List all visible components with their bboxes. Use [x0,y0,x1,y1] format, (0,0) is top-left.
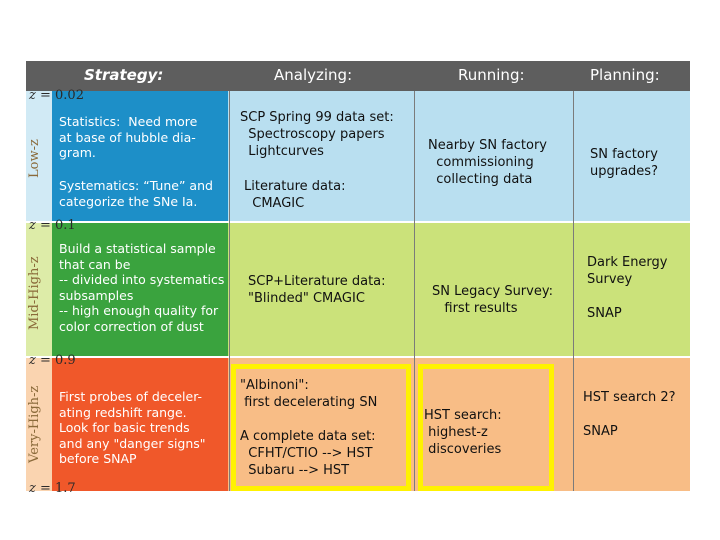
running-highlight-box [418,364,554,491]
low-z-analyzing-scp: SCP Spring 99 data set: Spectroscopy pap… [240,110,394,159]
mid-high-z-strategy-cell [52,222,228,357]
mid-high-z-planning-snap: SNAP [587,306,622,321]
z-label-0-02: z = 0.02 [29,88,84,103]
header-bar [26,61,690,91]
very-high-z-planning-snap: SNAP [583,424,618,439]
very-high-z-planning-hst: HST search 2? [583,390,676,405]
header-running: Running: [458,66,525,84]
header-strategy: Strategy: [84,66,164,84]
very-high-z-side-label: Very-High-z [27,385,42,463]
low-z-planning: SN factory upgrades? [590,147,658,179]
row-separator [26,221,690,223]
very-high-z-analyzing-albinoni: "Albinoni": first decelerating SN [240,378,378,410]
mid-high-z-analyzing: SCP+Literature data: "Blinded" CMAGIC [248,274,386,306]
row-separator [26,356,690,358]
z-label-strip [26,91,52,491]
very-high-z-strategy: First probes of deceler- ating redshift … [59,389,206,467]
mid-high-z-running: SN Legacy Survey: first results [432,284,553,316]
very-high-z-strategy-cell [52,357,228,491]
low-z-strategy-systematics: Systematics: “Tune” and categorize the S… [59,178,213,209]
low-z-running: Nearby SN factory commissioning collecti… [428,138,547,187]
header-analyzing: Analyzing: [274,66,353,84]
z-label-0-9: z = 0.9 [29,353,76,368]
low-z-strategy-statistics: Statistics: Need more at base of hubble … [59,114,198,161]
analyzing-highlight-box [231,364,411,491]
column-divider [414,91,415,491]
very-high-z-analyzing-dataset: A complete data set: CFHT/CTIO --> HST S… [240,429,376,478]
column-divider [573,91,574,491]
mid-high-z-planning-des: Dark Energy Survey [587,255,668,287]
low-z-analyzing-literature: Literature data: CMAGIC [244,179,346,211]
mid-high-z-strategy: Build a statistical sample that can be -… [59,241,225,334]
header-planning: Planning: [590,66,660,84]
z-label-0-1: z = 0.1 [29,218,76,233]
low-z-strategy-cell [52,91,228,222]
mid-high-z-side-label: Mid-High-z [27,256,42,330]
very-high-z-running: HST search: highest-z discoveries [424,408,502,457]
z-label-1-7: z = 1.7 [29,481,76,496]
low-z-side-label: Low-z [27,139,42,178]
column-divider [229,91,230,491]
